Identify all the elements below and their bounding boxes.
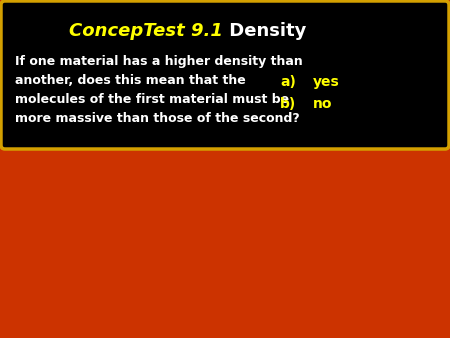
Text: a): a) bbox=[280, 75, 296, 89]
FancyBboxPatch shape bbox=[1, 1, 449, 149]
Text: If one material has a higher density than
another, does this mean that the
molec: If one material has a higher density tha… bbox=[15, 55, 303, 125]
Text: no: no bbox=[313, 97, 333, 111]
Text: ConcepTest 9.1: ConcepTest 9.1 bbox=[69, 22, 223, 40]
Text: yes: yes bbox=[313, 75, 340, 89]
Text: b): b) bbox=[280, 97, 296, 111]
Text: Density: Density bbox=[223, 22, 306, 40]
